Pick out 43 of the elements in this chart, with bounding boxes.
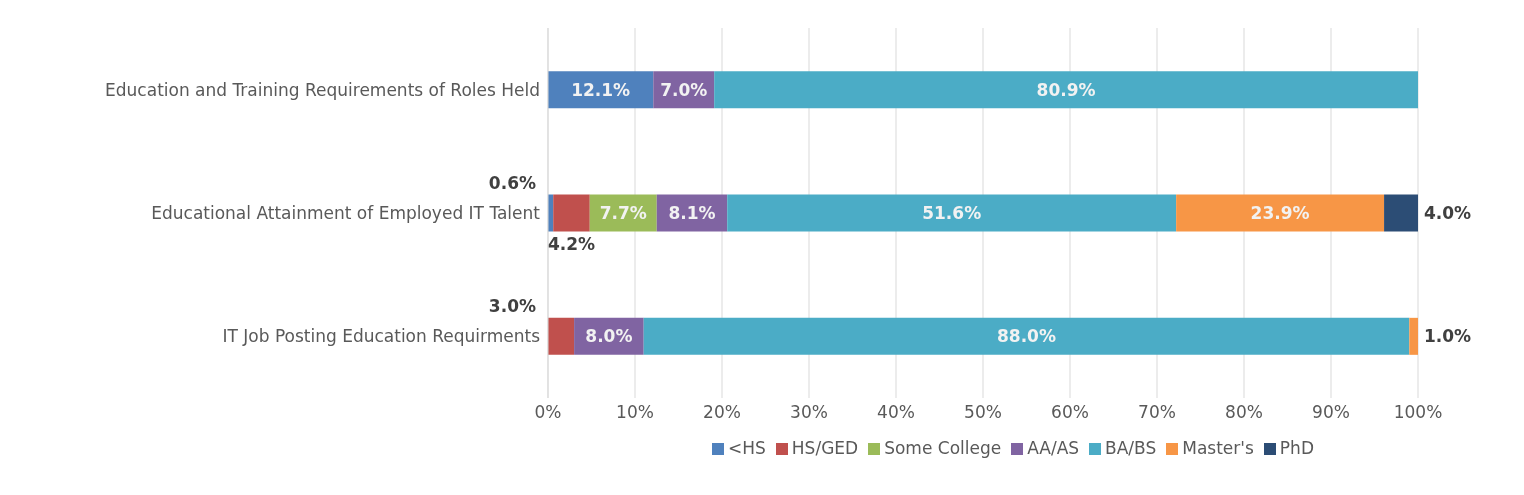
x-tick-label: 0% <box>534 402 562 423</box>
y-tick-label: Education and Training Requirements of Roles Held <box>105 79 540 100</box>
x-tick-label: 20% <box>703 402 741 423</box>
bar <box>548 317 575 355</box>
bar <box>714 71 1418 109</box>
x-tick-label: 70% <box>1138 402 1176 423</box>
data-label: 8.0% <box>585 326 633 347</box>
x-tick-label: 50% <box>964 402 1002 423</box>
bar <box>1409 317 1418 355</box>
data-label: 8.1% <box>668 203 716 223</box>
legend-label: HS/GED <box>791 438 859 458</box>
x-tick-label: 90% <box>1312 402 1350 423</box>
legend-label: Some College <box>884 438 1002 458</box>
data-label: 80.9% <box>1036 79 1096 100</box>
bar <box>553 194 590 232</box>
data-label: 51.6% <box>922 203 982 223</box>
y-tick-label: IT Job Posting Education Requirments <box>222 326 541 347</box>
bar <box>643 317 1410 355</box>
bar <box>1384 194 1418 232</box>
data-label: 23.9% <box>1250 203 1310 223</box>
data-label: 4.2% <box>547 233 596 254</box>
x-tick-label: 40% <box>877 402 915 423</box>
legend-label: AA/AS <box>1027 438 1080 458</box>
data-label: 12.1% <box>571 79 631 100</box>
y-tick-label: Educational Attainment of Employed IT Talent <box>151 203 541 224</box>
data-label: 3.0% <box>488 295 536 316</box>
x-tick-label: 100% <box>1393 402 1443 423</box>
data-label: 4.0% <box>1424 203 1472 223</box>
data-label: 1.0% <box>1424 326 1472 347</box>
bar <box>1176 194 1385 232</box>
x-tick-label: 30% <box>790 402 828 423</box>
legend-label: <HS <box>728 438 766 458</box>
x-tick-label: 60% <box>1051 402 1089 423</box>
legend-label: BA/BS <box>1105 438 1157 458</box>
data-label: 88.0% <box>997 326 1056 347</box>
data-label: 0.6% <box>488 172 536 193</box>
data-label: 7.7% <box>599 203 647 223</box>
legend-label: Master's <box>1182 438 1254 458</box>
bar <box>727 194 1177 232</box>
legend-label: PhD <box>1279 438 1314 458</box>
x-tick-label: 10% <box>616 402 654 423</box>
data-label: 7.0% <box>660 79 708 100</box>
x-tick-label: 80% <box>1225 402 1263 423</box>
